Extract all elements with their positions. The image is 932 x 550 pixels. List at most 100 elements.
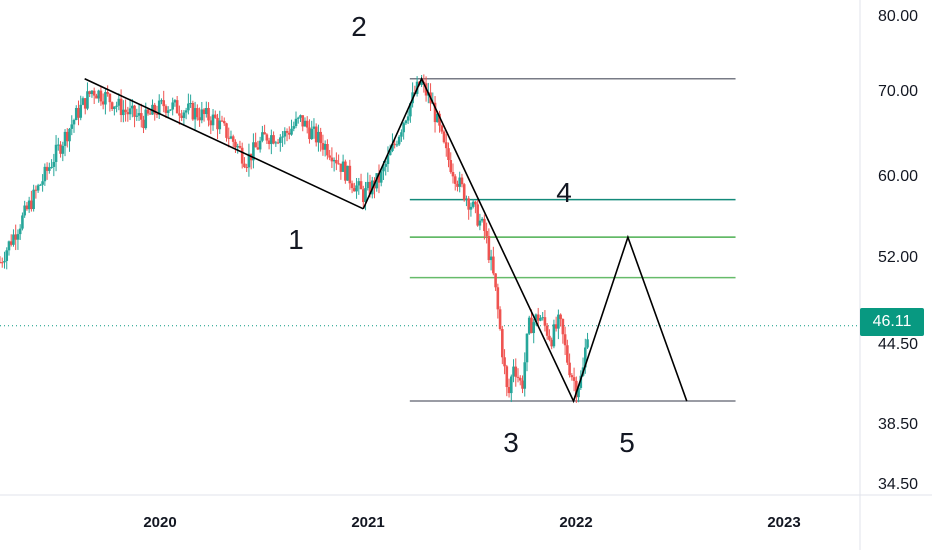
candle-body [23,205,26,216]
candle-body [184,110,188,113]
candle-body [395,144,399,146]
last-price-badge: 46.11 [860,308,924,336]
candle-body [449,160,453,173]
candle-body [115,105,118,107]
candle-body [216,117,219,130]
candle-body [36,185,40,191]
candle-body [530,317,533,334]
candle-body [122,109,125,116]
candle-body [447,148,450,161]
candle-body [79,104,83,118]
candle-body [305,120,309,128]
candle-body [527,317,531,334]
candle-body [169,109,172,111]
candle-body [361,189,365,203]
candle-body [444,142,448,149]
candle-body [229,136,233,139]
candle-body [545,325,549,336]
wave-label-4: 4 [556,177,572,208]
candle-body [92,90,96,96]
candle-body [281,136,284,138]
candle-body [196,108,199,118]
candle-body [243,163,246,168]
candle-body [357,181,361,186]
candle-body [319,131,322,144]
candle-body [492,256,495,274]
wave-label-1: 1 [288,224,304,255]
candle-body [211,114,215,126]
candle-body [303,120,307,127]
candle-body [483,218,486,232]
candle-body [498,309,502,330]
candle-body [355,185,358,192]
candle-body [321,143,325,150]
candle-body [61,145,65,154]
candle-body [95,95,98,99]
candle-body [276,142,280,144]
candle-body [368,181,372,195]
candle-body [404,120,408,124]
candle-body [198,117,201,121]
candle-body [465,198,468,200]
candle-body [420,81,423,85]
candle-body [292,126,296,129]
candle-body [187,103,190,111]
candle-body [332,159,336,162]
candle-body [131,105,134,109]
candle-body [568,362,571,376]
x-tick-label: 2021 [351,514,385,531]
candle-body [77,107,80,118]
candle-body [308,127,311,140]
wave-label-3: 3 [503,427,519,458]
candle-body [162,100,166,107]
wave-label-2: 2 [351,11,367,42]
candle-body [456,183,459,187]
candle-body [48,167,51,171]
candle-body [153,104,157,114]
candle-body [337,163,340,165]
candle-body [541,317,544,319]
candle-body [113,106,116,110]
candle-body [339,163,343,172]
candle-body [586,339,589,348]
candle-body [451,172,455,177]
candle-body [231,136,235,142]
candle-body [543,317,547,326]
candle-body [335,159,338,164]
candle-body [536,314,540,321]
candle-body [344,161,347,181]
candle-body [90,90,94,95]
candle-body [388,150,392,156]
candle-body [494,273,497,288]
candle-body [43,166,47,182]
candle-body [30,200,33,210]
candle-body [507,387,511,394]
candle-body [45,166,49,171]
wave-label-5: 5 [619,427,635,458]
candle-body [86,91,89,109]
candle-body [146,109,150,114]
candle-body [157,100,161,115]
candle-body [579,375,583,388]
candle-body [471,201,475,207]
candle-body [384,163,388,167]
candle-body [359,181,363,190]
candle-body [301,115,305,127]
candle-body [261,132,264,141]
candle-body [379,171,383,183]
candle-body [124,109,127,113]
candle-body [263,132,266,135]
candle-body [54,144,58,162]
candle-body [74,107,78,120]
trendline [84,78,364,210]
candle-body [518,377,522,381]
candle-body [68,128,71,142]
candle-body [442,131,446,143]
candle-body [200,109,204,121]
candle-body [0,262,4,264]
candle-body [287,132,291,135]
candle-body [290,128,293,135]
y-tick-label: 52.00 [877,249,918,266]
